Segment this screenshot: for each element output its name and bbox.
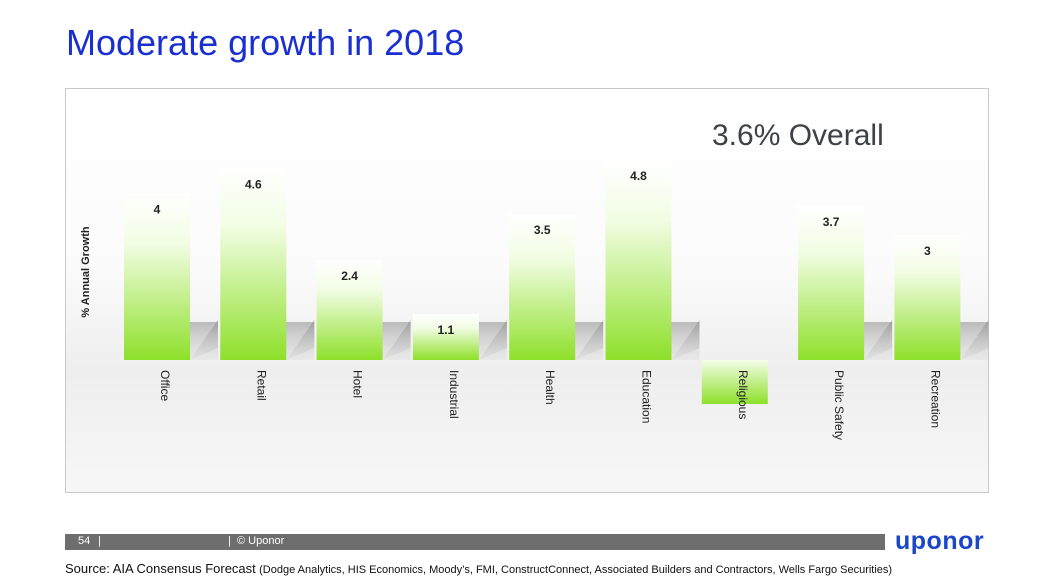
bar-shadow — [958, 322, 989, 360]
bar-shadow — [380, 322, 411, 360]
bar-shadow — [476, 322, 507, 360]
data-label-health: 3.5 — [534, 223, 551, 237]
bar-industrial — [412, 314, 479, 360]
category-label-education: Education — [640, 370, 654, 423]
data-label-education: 4.8 — [630, 169, 647, 183]
bar-education — [605, 160, 672, 360]
source-lead: Source: AIA Consensus Forecast — [65, 561, 256, 576]
chart-frame: 4 Office 4.6 Retail 2.4 Hotel 1.1 Industrial 3.5… — [65, 88, 989, 493]
y-axis-label: % Annual Growth — [80, 226, 92, 318]
copyright-text: © Uponor — [237, 535, 285, 547]
source-list: (Dodge Analytics, HIS Economics, Moody’s… — [259, 564, 893, 576]
slide-title: Moderate growth in 2018 — [66, 22, 465, 63]
category-label-retail: Retail — [254, 370, 268, 401]
data-label-hotel: 2.4 — [341, 269, 358, 283]
data-label-recreation: 3 — [924, 244, 931, 258]
bar-public-safety — [798, 205, 865, 360]
category-label-industrial: Industrial — [447, 370, 461, 419]
bar-hotel — [316, 260, 383, 360]
category-label-office: Office — [158, 370, 172, 401]
bar-recreation — [894, 235, 961, 360]
footer-separator: | — [228, 535, 231, 547]
source-note: Source: AIA Consensus Forecast (Dodge An… — [65, 561, 892, 576]
bar-health — [509, 214, 576, 360]
bar-shadow — [669, 322, 700, 360]
bar-shadow — [188, 322, 218, 360]
data-label-retail: 4.6 — [245, 177, 262, 191]
category-label-public-safety: Public Safety — [832, 370, 846, 440]
uponor-logo: uponor — [895, 527, 985, 555]
bar-religious — [701, 360, 768, 404]
overall-growth-label: 3.6% Overall — [712, 119, 884, 152]
bar-retail — [220, 168, 287, 360]
data-label-office: 4 — [154, 202, 161, 216]
page-number: 54 — [78, 535, 91, 547]
data-label-industrial: 1.1 — [438, 323, 455, 337]
bar-shadow — [284, 322, 315, 360]
footer-bar: 54 | | © Uponor — [65, 534, 885, 550]
category-label-hotel: Hotel — [351, 370, 365, 398]
category-label-recreation: Recreation — [928, 370, 942, 428]
bar-office — [124, 193, 190, 360]
footer-separator: | — [98, 535, 101, 547]
bar-chart: 4 Office 4.6 Retail 2.4 Hotel 1.1 Industrial 3.5… — [124, 160, 989, 440]
data-label-public-safety: 3.7 — [823, 215, 840, 229]
category-label-health: Health — [543, 370, 557, 405]
bar-shadow — [862, 322, 893, 360]
bar-shadow — [573, 322, 604, 360]
category-label-religious: Religious — [736, 370, 750, 419]
